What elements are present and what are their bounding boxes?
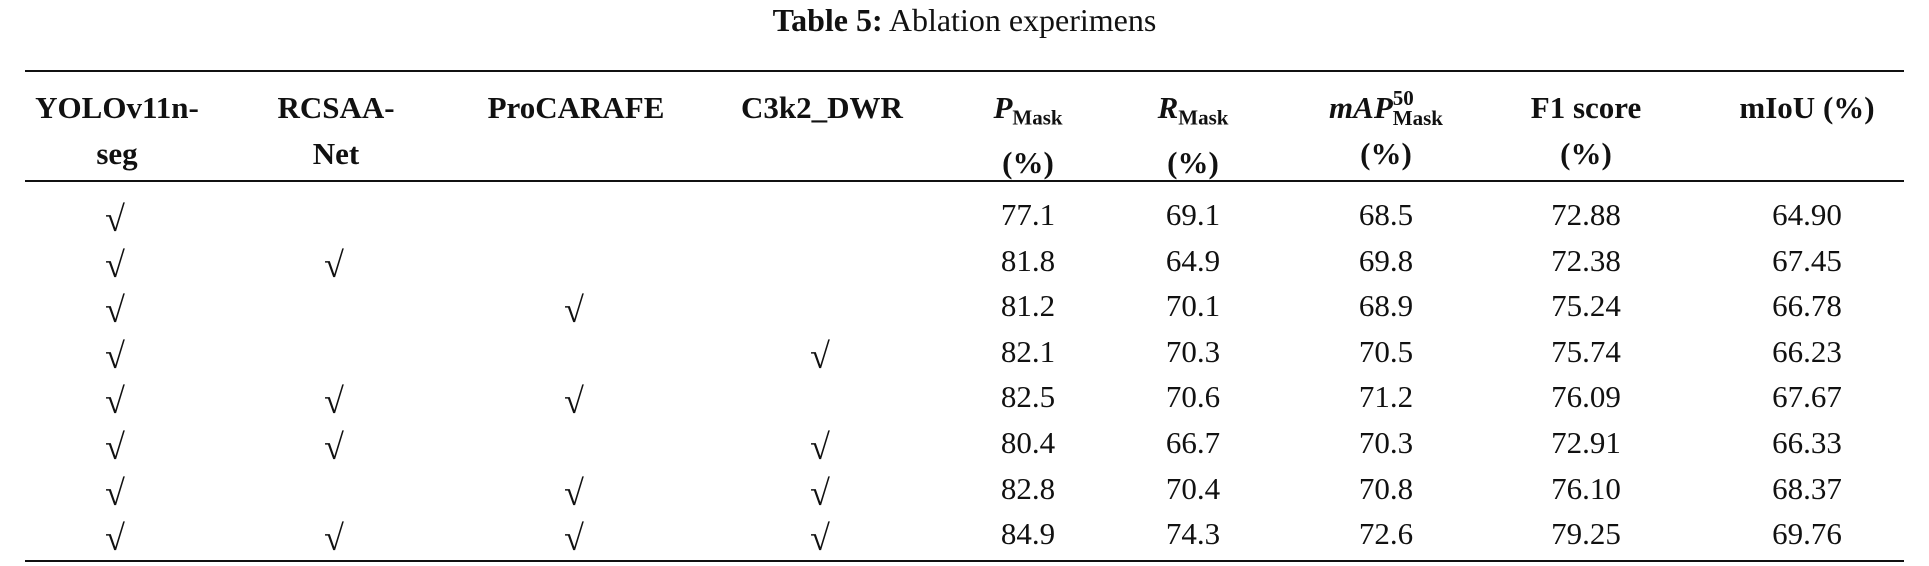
table-cell: 71.2 — [1358, 379, 1414, 415]
table-cell: 66.33 — [1772, 425, 1842, 460]
table-cell: 82.1 — [1000, 333, 1056, 369]
column-header: YOLOv11n-seg — [35, 85, 199, 177]
header-line: YOLOv11n- — [35, 90, 199, 125]
table-cell: 77.1 — [1000, 197, 1056, 232]
table-cell: 66.7 — [1165, 425, 1221, 460]
table-cell: 70.6 — [1165, 379, 1221, 415]
column-header: mIoU (%) — [1739, 85, 1874, 131]
table-cell: 70.3 — [1165, 333, 1221, 369]
table-cell: 69.1 — [1165, 197, 1221, 232]
check-mark: √ — [810, 518, 830, 559]
header-line: PMask — [993, 85, 1062, 140]
table-cell: 67.45 — [1772, 242, 1842, 278]
check-mark: √ — [105, 381, 125, 422]
table-cell: 80.4 — [1000, 425, 1056, 460]
column-header: RMask (%) — [1158, 85, 1229, 186]
column-header: PMask (%) — [993, 85, 1062, 186]
bottom-rule — [25, 560, 1904, 562]
header-sub: Mask — [1178, 105, 1229, 130]
check-mark: √ — [105, 518, 125, 559]
table-cell: 84.9 — [1000, 516, 1056, 552]
header-unit: (%) — [1167, 145, 1219, 181]
header-sup: 50 — [1392, 86, 1414, 111]
header-symbol: mAP — [1329, 90, 1393, 125]
caption-text: Ablation experimens — [888, 2, 1157, 38]
table-cell: 68.9 — [1358, 288, 1414, 324]
table-cell: 81.2 — [1000, 288, 1056, 324]
table-cell: 66.23 — [1772, 333, 1842, 369]
column-header: C3k2_DWR — [741, 85, 903, 131]
script-stack: 50 Mask — [1392, 86, 1443, 131]
table-cell: 64.9 — [1165, 242, 1221, 278]
check-mark: √ — [810, 335, 830, 376]
table-cell: 74.3 — [1165, 516, 1221, 552]
mid-rule — [25, 180, 1904, 182]
check-mark: √ — [105, 244, 125, 285]
header-line: mIoU (%) — [1739, 90, 1875, 125]
header-line: RMask — [1158, 85, 1229, 140]
top-rule — [25, 70, 1904, 72]
check-mark: √ — [105, 472, 125, 513]
check-mark: √ — [105, 290, 125, 331]
header-line: ProCARAFE — [487, 90, 665, 125]
check-mark: √ — [105, 427, 125, 467]
caption: Table 5: Ablation experimens — [0, 2, 1929, 38]
table-cell: 68.5 — [1358, 197, 1414, 232]
column-header: ProCARAFE — [488, 85, 665, 131]
table-cell: 70.5 — [1358, 333, 1414, 369]
header-line: seg — [96, 136, 138, 171]
table-cell: 68.37 — [1772, 470, 1842, 506]
check-mark: √ — [564, 472, 584, 513]
table-cell: 82.5 — [1000, 379, 1056, 415]
header-symbol: P — [993, 90, 1013, 125]
table-cell: 79.25 — [1551, 516, 1621, 552]
table-cell: 82.8 — [1000, 470, 1056, 506]
table-cell: 64.90 — [1772, 197, 1842, 232]
table-cell: 69.76 — [1772, 516, 1842, 552]
check-mark: √ — [324, 427, 344, 467]
header-sub: Mask — [1392, 106, 1443, 131]
table-cell: 72.38 — [1551, 242, 1621, 278]
column-header: mAP 50 Mask (%) — [1329, 85, 1443, 177]
table-cell: 67.67 — [1772, 379, 1842, 415]
table-cell: 81.8 — [1000, 242, 1056, 278]
check-mark: √ — [810, 427, 830, 467]
header-unit: (%) — [1360, 136, 1412, 171]
header-line: RCSAA- — [277, 90, 395, 125]
header-line: (%) — [1560, 136, 1612, 171]
table-cell: 70.4 — [1165, 470, 1221, 506]
header-line: F1 score — [1530, 90, 1642, 125]
column-header: RCSAA- Net — [277, 85, 394, 177]
table-cell: 76.10 — [1551, 470, 1621, 506]
table-cell: 72.88 — [1551, 197, 1621, 232]
header-line: Net — [312, 136, 360, 171]
check-mark: √ — [564, 290, 584, 331]
check-mark: √ — [564, 381, 584, 422]
table-cell: 69.8 — [1358, 242, 1414, 278]
column-header: F1 score (%) — [1531, 85, 1641, 177]
check-mark: √ — [105, 335, 125, 376]
check-mark: √ — [324, 381, 344, 422]
table-cell: 70.1 — [1165, 288, 1221, 324]
check-mark: √ — [810, 472, 830, 513]
table-cell: 75.74 — [1551, 333, 1621, 369]
check-mark: √ — [564, 518, 584, 559]
header-unit: (%) — [1002, 145, 1054, 181]
table-cell: 66.78 — [1772, 288, 1842, 324]
table-cell: 72.6 — [1358, 516, 1414, 552]
header-line: mAP 50 Mask — [1329, 85, 1443, 131]
table-cell: 72.91 — [1551, 425, 1621, 460]
caption-label: Table 5: — [772, 2, 883, 38]
table-cell: 76.09 — [1551, 379, 1621, 415]
check-mark: √ — [324, 518, 344, 559]
table-cell: 70.3 — [1358, 425, 1414, 460]
header-symbol: R — [1157, 90, 1179, 125]
check-mark: √ — [105, 199, 125, 239]
header-sub: Mask — [1012, 105, 1063, 130]
header-line: C3k2_DWR — [741, 90, 903, 125]
table-cell: 75.24 — [1551, 288, 1621, 324]
table-cell: 70.8 — [1358, 470, 1414, 506]
check-mark: √ — [324, 244, 344, 285]
